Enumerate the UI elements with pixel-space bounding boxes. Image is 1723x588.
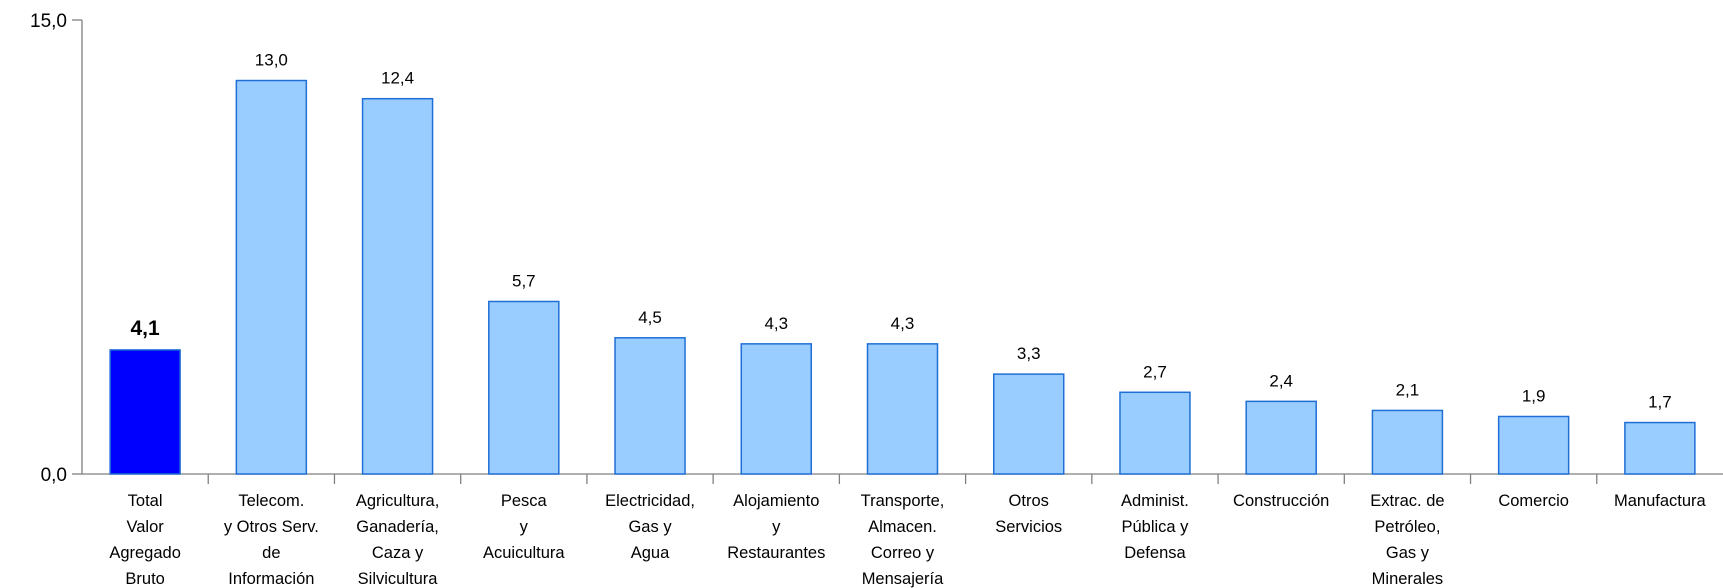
bar — [740, 343, 813, 475]
x-tick-label: Telecom. — [238, 492, 304, 510]
data-label: 2,7 — [1143, 362, 1167, 381]
x-tick-label: Valor — [126, 518, 164, 536]
data-label: 1,7 — [1648, 393, 1672, 412]
bar — [361, 97, 434, 475]
x-tick-label: y Otros Serv. — [224, 518, 319, 536]
x-tick-label: Extrac. de — [1370, 492, 1444, 510]
bar — [1497, 415, 1570, 475]
x-tick-label: Bruto — [125, 570, 164, 588]
x-tick-label: Restaurantes — [727, 544, 825, 562]
x-tick-label: Comercio — [1498, 492, 1569, 510]
x-tick-label: Agua — [631, 544, 670, 562]
x-tick-label: Total — [128, 492, 163, 510]
x-tick-label: y — [520, 518, 529, 536]
bar — [992, 373, 1065, 475]
data-label: 13,0 — [255, 51, 288, 70]
x-tick-label: Defensa — [1124, 544, 1186, 562]
data-label: 4,1 — [131, 317, 161, 340]
bar — [1245, 400, 1317, 475]
data-label: 4,3 — [764, 314, 788, 333]
bar — [1119, 391, 1191, 475]
bar — [109, 349, 181, 475]
x-tick-label: y — [772, 518, 781, 536]
x-tick-label: Correo y — [871, 544, 935, 562]
y-tick-label: 0,0 — [41, 465, 67, 486]
x-tick-label: Otros — [1009, 492, 1049, 510]
bar — [488, 300, 560, 475]
x-tick-label: Alojamiento — [733, 492, 819, 510]
data-label: 2,1 — [1396, 380, 1420, 399]
x-tick-label: Servicios — [995, 518, 1062, 536]
data-label: 3,3 — [1017, 344, 1041, 363]
y-tick-label: 15,0 — [30, 11, 67, 32]
x-tick-label: Caza y — [372, 544, 424, 562]
data-label: 1,9 — [1522, 386, 1546, 405]
x-tick-label: Gas y — [1386, 544, 1430, 562]
data-label: 5,7 — [512, 271, 536, 290]
bar — [866, 343, 939, 475]
x-tick-label: Pesca — [501, 492, 548, 510]
data-label: 2,4 — [1269, 371, 1293, 390]
x-tick-label: Electricidad, — [605, 492, 695, 510]
x-tick-label: de — [262, 544, 280, 562]
x-tick-label: Mensajería — [862, 570, 944, 588]
x-tick-label: Acuicultura — [483, 544, 565, 562]
bar — [1624, 421, 1696, 475]
bar — [1371, 409, 1444, 475]
data-label: 4,3 — [891, 314, 915, 333]
x-tick-label: Minerales — [1372, 570, 1444, 588]
x-tick-label: Petróleo, — [1374, 518, 1440, 536]
data-label: 4,5 — [638, 308, 662, 327]
x-tick-label: Almacen. — [868, 518, 937, 536]
bar — [614, 337, 686, 475]
x-tick-label: Agregado — [109, 544, 181, 562]
x-tick-label: Administ. — [1121, 492, 1189, 510]
data-label: 12,4 — [381, 69, 414, 88]
x-tick-label: Pública y — [1121, 518, 1189, 536]
x-tick-label: Información — [228, 570, 314, 588]
bar — [235, 79, 308, 475]
x-tick-label: Ganadería, — [356, 518, 439, 536]
x-tick-label: Gas y — [628, 518, 672, 536]
x-tick-label: Agricultura, — [356, 492, 439, 510]
x-tick-label: Silvicultura — [358, 570, 439, 588]
x-tick-label: Manufactura — [1614, 492, 1707, 510]
x-tick-label: Transporte, — [861, 492, 945, 510]
x-tick-label: Construcción — [1233, 492, 1329, 510]
